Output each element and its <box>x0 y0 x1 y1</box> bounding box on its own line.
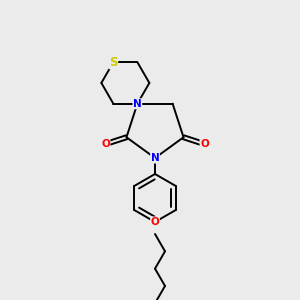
Text: O: O <box>101 139 110 149</box>
Text: O: O <box>200 139 209 149</box>
Text: O: O <box>151 217 159 227</box>
Text: S: S <box>109 56 118 69</box>
Text: N: N <box>151 153 159 163</box>
Text: N: N <box>133 99 142 109</box>
